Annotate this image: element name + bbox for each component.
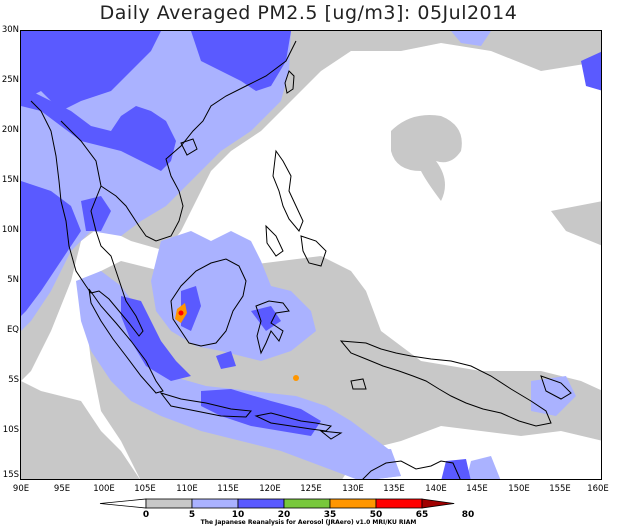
- x-tick-label: 120E: [259, 484, 281, 494]
- x-tick-label: 140E: [425, 484, 447, 494]
- map-panel: [20, 30, 602, 480]
- coastlines: [30, 40, 572, 479]
- colorbar-label: 5: [188, 510, 196, 520]
- chart-title: Daily Averaged PM2.5 [ug/m3]: 05Jul2014: [99, 2, 518, 24]
- x-tick-label: 155E: [549, 484, 571, 494]
- x-tick-label: 90E: [12, 484, 30, 494]
- colorbar-label: 65: [415, 510, 429, 520]
- x-tick-label: 145E: [466, 484, 488, 494]
- colorbar-label: 10: [231, 510, 245, 520]
- colorbar-label: 35: [323, 510, 337, 520]
- x-tick-label: 135E: [383, 484, 405, 494]
- colorbar-label: 20: [277, 510, 291, 520]
- y-tick-label: 5S: [8, 375, 19, 385]
- x-tick-label: 160E: [587, 484, 609, 494]
- x-tick-label: 130E: [342, 484, 364, 494]
- colorbar-segment: [375, 498, 423, 509]
- y-tick-label: EQ: [6, 325, 19, 335]
- colorbar-segment: [283, 498, 331, 509]
- light-blue-shading-layer: [21, 31, 576, 479]
- y-tick-label: 10N: [1, 225, 19, 235]
- hotspot-layer: [175, 303, 299, 381]
- x-tick-label: 115E: [217, 484, 239, 494]
- colorbar-label: 80: [461, 510, 475, 520]
- y-tick-label: 25N: [1, 75, 19, 85]
- pm25-map: [21, 31, 601, 479]
- y-tick-label: 10S: [2, 425, 19, 435]
- x-tick-label: 100E: [93, 484, 115, 494]
- colorbar-segment: [329, 498, 377, 509]
- colorbar-segment: [145, 498, 193, 509]
- colorbar-segment: [421, 498, 455, 509]
- y-tick-label: 15N: [1, 175, 19, 185]
- y-tick-label: 30N: [1, 25, 19, 35]
- colorbar-label: 0: [142, 510, 150, 520]
- y-tick-label: 20N: [1, 125, 19, 135]
- x-tick-label: 105E: [134, 484, 156, 494]
- colorbar-segment: [99, 498, 147, 509]
- colorbar-segment: [237, 498, 285, 509]
- colorbar-segment: [191, 498, 239, 509]
- x-tick-label: 125E: [300, 484, 322, 494]
- y-tick-label: 15S: [2, 470, 19, 480]
- x-tick-label: 95E: [53, 484, 71, 494]
- gray-blob-east: [391, 115, 462, 201]
- colorbar-label: 50: [369, 510, 383, 520]
- x-tick-label: 110E: [176, 484, 198, 494]
- x-tick-label: 150E: [508, 484, 530, 494]
- y-tick-label: 5N: [7, 275, 19, 285]
- credit-text: The Japanese Reanalysis for Aerosol (JRA…: [200, 519, 417, 526]
